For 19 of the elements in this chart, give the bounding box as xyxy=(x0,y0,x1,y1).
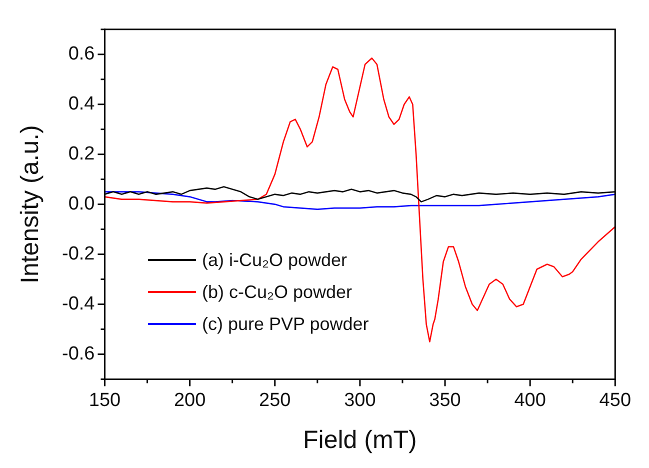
x-tick-label: 350 xyxy=(429,390,461,411)
y-tick-label: 0.2 xyxy=(68,144,95,165)
x-tick-label: 450 xyxy=(599,390,631,411)
y-tick-label: -0.4 xyxy=(62,293,96,314)
legend-label: (c) pure PVP powder xyxy=(202,314,369,334)
y-tick-label: -0.6 xyxy=(62,343,95,364)
legend-label: (b) c-Cu₂O powder xyxy=(202,282,352,302)
y-tick-label: 0.6 xyxy=(68,44,95,65)
y-axis-title: Intensity (a.u.) xyxy=(16,125,44,284)
y-tick-label: 0.0 xyxy=(68,194,95,215)
y-tick-label: 0.4 xyxy=(68,94,96,115)
x-tick-label: 250 xyxy=(259,390,291,411)
x-tick-label: 150 xyxy=(88,390,121,411)
x-axis-title: Field (mT) xyxy=(303,426,417,454)
x-tick-label: 400 xyxy=(514,390,546,411)
x-tick-label: 200 xyxy=(174,390,206,411)
y-tick-label: -0.2 xyxy=(62,244,95,265)
x-tick-label: 300 xyxy=(344,390,376,411)
legend-label: (a) i-Cu₂O powder xyxy=(202,250,348,270)
